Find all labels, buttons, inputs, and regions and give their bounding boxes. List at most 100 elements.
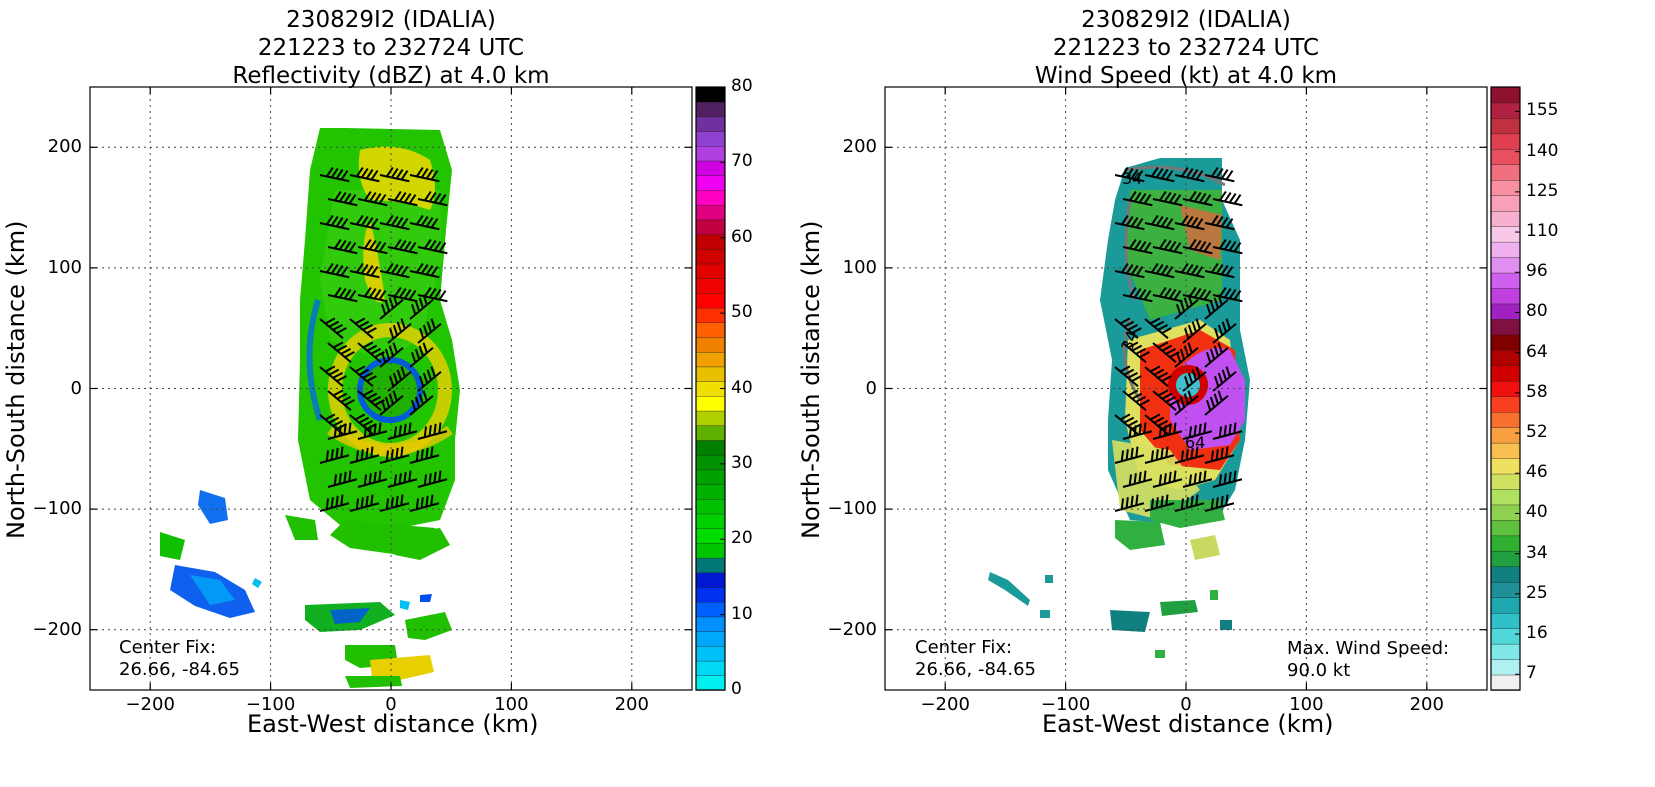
left-y-axis-title: North-South distance (km) [2,220,30,540]
wind-barb [357,238,388,255]
wind-barb [1122,286,1153,303]
colorbar-segment [1490,334,1521,351]
wind-barb [1204,342,1229,368]
wind-barb [1122,470,1153,488]
colorbar-tick-label: 58 [1526,381,1548,402]
colorbar-tick-label: 40 [731,377,753,398]
colorbar-tick-label: 50 [731,302,753,323]
wind-barb [1152,422,1183,440]
wind-barb [1152,238,1183,255]
wind-barb [387,318,412,344]
colorbar-segment [1490,535,1521,552]
colorbar-tick-label: 110 [1526,221,1559,242]
y-tick-label: 0 [70,377,82,399]
wind-barb [409,262,440,279]
y-tick-label: 100 [47,256,82,278]
colorbar-segment [695,469,726,485]
colorbar-segment [1490,241,1521,258]
colorbar-tick-label: 80 [731,76,753,96]
wind-barb [1212,190,1243,207]
wind-barb [319,166,350,183]
wind-barb [379,494,410,512]
colorbar-segment [695,277,726,294]
colorbar-segment [1490,225,1521,243]
right-plot-frame [884,86,1488,691]
wind-barb [1144,446,1175,464]
wind-barb [1182,470,1213,488]
wind-barb [1114,494,1145,512]
colorbar-segment [695,498,726,515]
wind-barb [1122,190,1153,207]
colorbar-segment [695,248,726,265]
wind-barb [409,494,440,512]
colorbar-segment [1490,426,1521,444]
colorbar-segment [695,645,726,662]
colorbar-tick-label: 34 [1526,542,1548,563]
wind-barb [327,341,355,364]
wind-barb [357,470,388,488]
wind-barb [1122,389,1150,412]
wind-barb [387,238,418,255]
y-tick-label: 200 [47,136,82,158]
wind-barb [409,446,440,464]
wind-barb [417,470,448,488]
y-tick-label: 200 [842,136,877,158]
colorbar-segment [1490,380,1521,397]
colorbar-segment [695,189,726,206]
wind-barb [1204,446,1235,464]
wind-barb [1114,317,1142,340]
colorbar-segment [695,145,726,162]
colorbar-segment [1490,287,1521,305]
colorbar-segment [695,586,726,603]
colorbar-segment [695,292,726,309]
colorbar-tick-label: 20 [731,528,753,549]
wind-barb [1212,238,1243,255]
colorbar-tick-label: 0 [731,679,742,699]
colorbar-segment [1490,117,1521,135]
colorbar-segment [1490,318,1521,336]
wind-barb [417,190,448,207]
colorbar-segment [695,425,726,441]
colorbar-segment [1490,102,1521,119]
right-center-fix-value: 26.66, -84.65 [915,659,1036,680]
wind-barb [1204,214,1235,231]
wind-barb [349,262,380,279]
wind-barb [387,470,418,488]
wind-barb [1152,470,1183,488]
wind-barb [409,294,434,320]
colorbar-segment [695,675,726,691]
right-panel-title: 230829I2 (IDALIA) 221223 to 232724 UTC W… [885,6,1487,90]
wind-barb [1204,262,1235,279]
colorbar-tick-label: 25 [1526,582,1548,603]
colorbar-segment [1490,612,1521,629]
right-x-axis-title: East-West distance (km) [1042,710,1334,738]
colorbar-segment [695,557,726,574]
colorbar-segment [695,307,726,324]
colorbar-segment [1490,643,1521,660]
wind-barb [417,422,448,440]
max-wind-speed: Max. Wind Speed: 90.0 kt [1287,638,1449,682]
x-tick-label: 200 [614,694,649,715]
wind-barb [1182,286,1213,303]
wind-barb [1122,341,1150,364]
right-center-fix-label: Center Fix: [915,637,1013,658]
wind-barb [417,238,448,255]
colorbar-segment [695,219,726,235]
wind-barb [1182,190,1213,207]
wind-barb [1122,422,1153,440]
colorbar-segment [1490,442,1521,459]
colorbar-segment [1490,303,1521,320]
colorbar-segment [695,454,726,471]
colorbar-tick-label: 140 [1526,140,1559,161]
wind-barb [379,262,410,279]
reflectivity-field [160,128,460,688]
colorbar-segment [695,630,726,647]
wind-barb [327,389,355,412]
left-center-fix-value: 26.66, -84.65 [119,659,240,680]
wind-barb [1114,166,1145,183]
x-tick-label: 0 [385,694,397,715]
colorbar-segment [1490,256,1521,274]
wind-barb [1144,317,1172,340]
colorbar-segment [1490,411,1521,428]
x-tick-label: 0 [1180,694,1192,715]
